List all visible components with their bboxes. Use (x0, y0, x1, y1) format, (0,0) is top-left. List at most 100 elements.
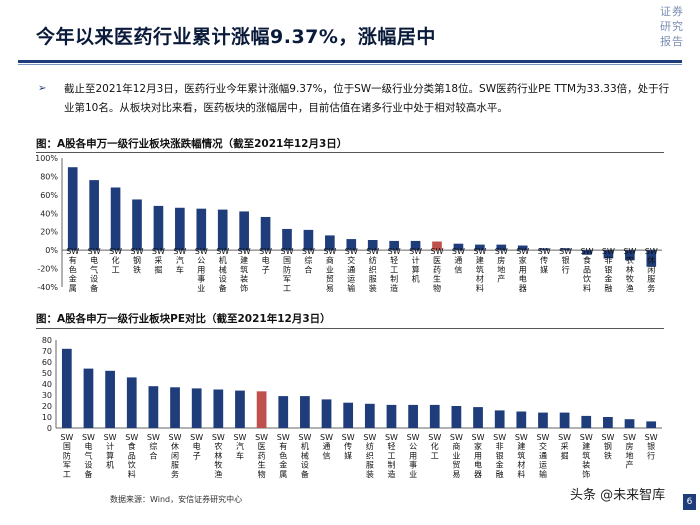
footer-watermark: 头条 @未来智库 (570, 488, 666, 503)
pe-bar-chart: 80 70 60 50 40 30 20 10 0 SW 国防军工 SW 电气设备 SW 计算机 SW 食品饮料… (42, 336, 662, 479)
category-label: SW 采掘 (152, 247, 165, 274)
bar-SW国防军工 (61, 348, 72, 428)
bar-SW纺织服装 (364, 403, 375, 428)
category-label: SW 纺织服装 (366, 247, 379, 293)
category-label: SW 电气设备 (88, 247, 101, 293)
bar-SW电子 (191, 388, 202, 428)
category-label: SW 交通运输 (536, 433, 549, 479)
bar-SW有色金属 (67, 167, 78, 251)
y-tick-label: -20% (37, 265, 58, 274)
bar-SW建筑装饰 (239, 211, 249, 251)
bar-SW家用电器 (517, 245, 528, 251)
bar-SW计算机 (410, 240, 421, 251)
chart2-caption: 图：A股各申万一级行业板块PE对比（截至2021年12月3日） (36, 313, 331, 325)
category-label: SW 非银金融 (493, 433, 506, 479)
bar-SW家用电器 (473, 407, 483, 428)
category-label: SW 房地产 (623, 433, 636, 470)
bar-SW纺织服装 (367, 240, 378, 251)
category-label: SW 计算机 (409, 247, 422, 284)
category-label: SW 商业贸易 (323, 247, 336, 293)
bar-SW通信 (321, 399, 332, 428)
category-label: SW 轻工制造 (385, 433, 398, 479)
category-label: SW 国防军工 (281, 247, 294, 293)
category-label: SW 综合 (302, 247, 315, 274)
bar-SW综合 (303, 229, 314, 251)
bar-SW电子 (260, 216, 271, 251)
category-label: SW 农林牧渔 (623, 247, 636, 293)
bar-SW银行 (646, 421, 657, 428)
bar-SW汽车 (175, 207, 185, 251)
category-label: SW 银行 (559, 247, 572, 274)
category-label: SW 有色金属 (66, 247, 79, 293)
chart1-caption: 图：A股各申万一级行业板块涨跌幅情况（截至2021年12月3日） (36, 138, 348, 150)
bar-SW化工 (110, 187, 121, 251)
bar-SW机械设备 (300, 396, 310, 428)
category-label: SW 非银金融 (602, 247, 615, 293)
y-tick-label: 40 (42, 380, 52, 389)
y-tick-label: 80 (42, 336, 52, 345)
bar-SW传媒 (539, 248, 549, 251)
category-label: SW 公用事业 (407, 433, 420, 479)
bar-SW交通运输 (346, 239, 357, 251)
bar-SW休闲服务 (646, 250, 657, 267)
category-label: SW 电子 (190, 433, 203, 460)
category-label: SW 钢铁 (601, 433, 614, 460)
title-divider (18, 60, 682, 63)
category-label: SW 传媒 (538, 247, 551, 274)
category-label: SW 化工 (109, 247, 122, 274)
bar-SW电气设备 (83, 368, 94, 428)
category-label: SW 公用事业 (195, 247, 208, 293)
brand-line-2: 研究 (660, 20, 684, 33)
change-bar-chart: 100% 80% 60% 40% 20% 0% -20% -40% SW 有色金属 SW 电气设备 SW… (35, 154, 662, 293)
category-label: SW 建筑装饰 (238, 247, 251, 293)
category-label: SW 休闲服务 (645, 247, 658, 293)
chart2-caption-rule (36, 328, 664, 329)
category-label: SW 食品饮料 (581, 247, 594, 293)
y-tick-label: 0 (47, 424, 52, 433)
bar-SW电气设备 (89, 180, 99, 251)
category-label: SW 汽车 (173, 247, 186, 274)
category-label: SW 综合 (147, 433, 160, 460)
category-label: SW 商业贸易 (450, 433, 463, 479)
y-tick-label: 20% (40, 228, 58, 237)
bar-SW医药生物 (432, 241, 442, 251)
bar-SW银行 (560, 248, 571, 251)
category-label: SW 银行 (645, 433, 658, 460)
y-tick-label: 100% (35, 154, 58, 163)
bullet-arrow-icon: ➢ (38, 83, 47, 94)
bar-SW公用事业 (196, 208, 207, 251)
category-label: SW 医药生物 (255, 433, 268, 479)
bar-SW房地产 (496, 244, 507, 251)
category-label: SW 国防军工 (60, 433, 73, 479)
y-tick-label: 0% (45, 246, 58, 255)
category-label: SW 汽车 (233, 433, 246, 460)
category-label: SW 休闲服务 (169, 433, 182, 479)
category-label: SW 化工 (428, 433, 441, 460)
bar-SW商业贸易 (325, 235, 335, 251)
bar-SW钢铁 (603, 417, 613, 428)
data-source: 数据来源：Wind，安信证券研究中心 (110, 495, 243, 504)
bar-SW食品饮料 (126, 377, 137, 428)
y-tick-label: 60% (40, 191, 58, 200)
y-tick-label: 10 (42, 413, 52, 422)
bar-SW非银金融 (603, 250, 614, 259)
bar-SW非银金融 (494, 410, 505, 428)
category-label: SW 机械设备 (298, 433, 311, 479)
bar-SW商业贸易 (451, 406, 462, 428)
category-label: SW 医药生物 (431, 247, 444, 293)
title-divider-thin (18, 64, 682, 65)
bar-SW休闲服务 (170, 387, 180, 428)
bar-SW建筑材料 (516, 411, 527, 428)
bar-SW建筑装饰 (581, 415, 592, 428)
bar-SW公用事业 (408, 404, 418, 428)
bar-SW农林牧渔 (625, 250, 635, 261)
bar-SW综合 (148, 386, 159, 428)
category-label: SW 房地产 (495, 247, 508, 284)
category-label: SW 轻工制造 (388, 247, 401, 293)
y-tick-label: 70 (42, 347, 52, 356)
bar-SW食品饮料 (582, 250, 592, 255)
bar-SW农林牧渔 (213, 389, 224, 428)
summary-text: 截止至2021年12月3日，医药行业今年累计涨幅9.37%，位于SW一级行业分类… (64, 83, 670, 114)
y-tick-label: 20 (42, 402, 52, 411)
bar-SW医药生物 (256, 391, 267, 428)
